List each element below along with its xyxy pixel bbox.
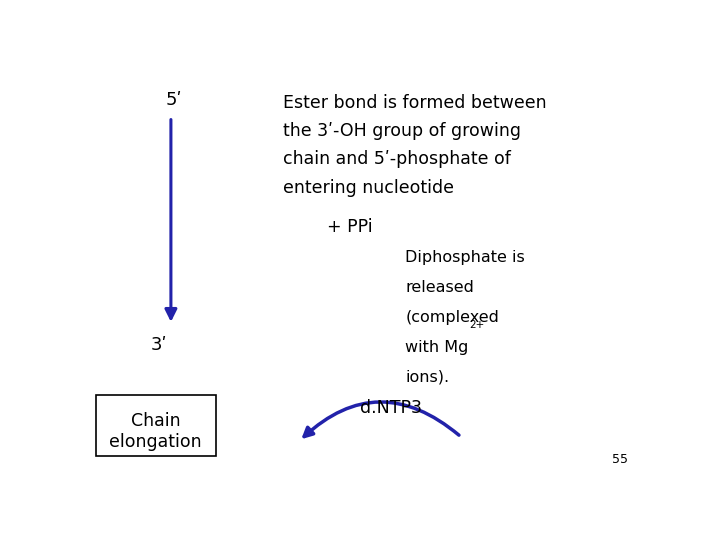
Text: Diphosphate is: Diphosphate is bbox=[405, 250, 525, 265]
Text: released: released bbox=[405, 280, 474, 295]
Text: 55: 55 bbox=[613, 453, 629, 466]
Bar bbox=[96, 395, 215, 456]
FancyArrowPatch shape bbox=[304, 402, 459, 436]
Text: 5ʹ: 5ʹ bbox=[166, 91, 182, 109]
Text: d.NTP3: d.NTP3 bbox=[360, 399, 423, 417]
Text: with Mg: with Mg bbox=[405, 340, 469, 355]
Text: Ester bond is formed between: Ester bond is formed between bbox=[282, 94, 546, 112]
Text: chain and 5ʹ-phosphate of: chain and 5ʹ-phosphate of bbox=[282, 151, 510, 168]
Text: ions).: ions). bbox=[405, 369, 449, 384]
Text: the 3ʹ-OH group of growing: the 3ʹ-OH group of growing bbox=[282, 122, 521, 140]
Text: Chain: Chain bbox=[131, 413, 181, 430]
Text: entering nucleotide: entering nucleotide bbox=[282, 179, 454, 197]
Text: 2+: 2+ bbox=[469, 321, 485, 330]
Text: elongation: elongation bbox=[109, 433, 202, 451]
Text: + PPi: + PPi bbox=[327, 218, 373, 236]
Text: (complexed: (complexed bbox=[405, 310, 499, 325]
Text: 3ʹ: 3ʹ bbox=[150, 336, 167, 354]
